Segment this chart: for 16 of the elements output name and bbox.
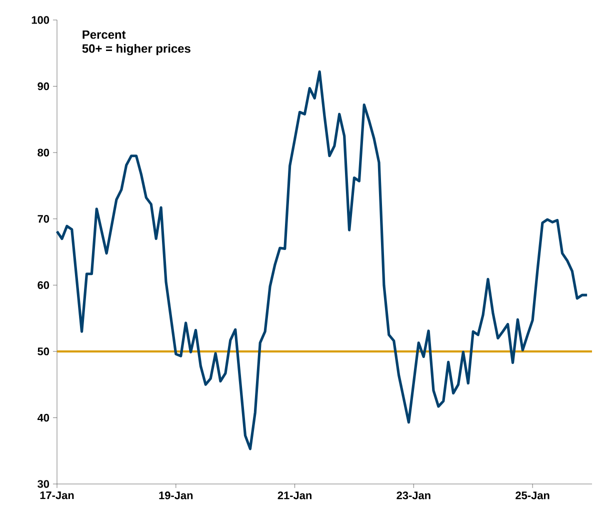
y-tick-label: 30 [38, 480, 50, 488]
x-tick-label: 21-Jan [278, 492, 312, 500]
line-series [56, 70, 588, 450]
y-tick-label: 80 [38, 148, 50, 156]
x-tick-label: 17-Jan [40, 492, 74, 500]
y-tick-label: 40 [37, 414, 50, 422]
y-tick-label: 100 [32, 16, 50, 24]
y-tick-label: 90 [38, 82, 50, 90]
y-tick-label: 50 [38, 348, 50, 356]
x-tick-label: 19-Jan [159, 492, 193, 500]
x-tick-label: 25-Jan [516, 492, 550, 500]
y-tick-label: 70 [38, 214, 50, 223]
annotation: 50+ = higher prices [82, 44, 190, 56]
y-axis-title: Percent [82, 30, 126, 39]
y-tick-label: 60 [38, 281, 50, 290]
x-tick-label: 23-Jan [396, 492, 430, 500]
